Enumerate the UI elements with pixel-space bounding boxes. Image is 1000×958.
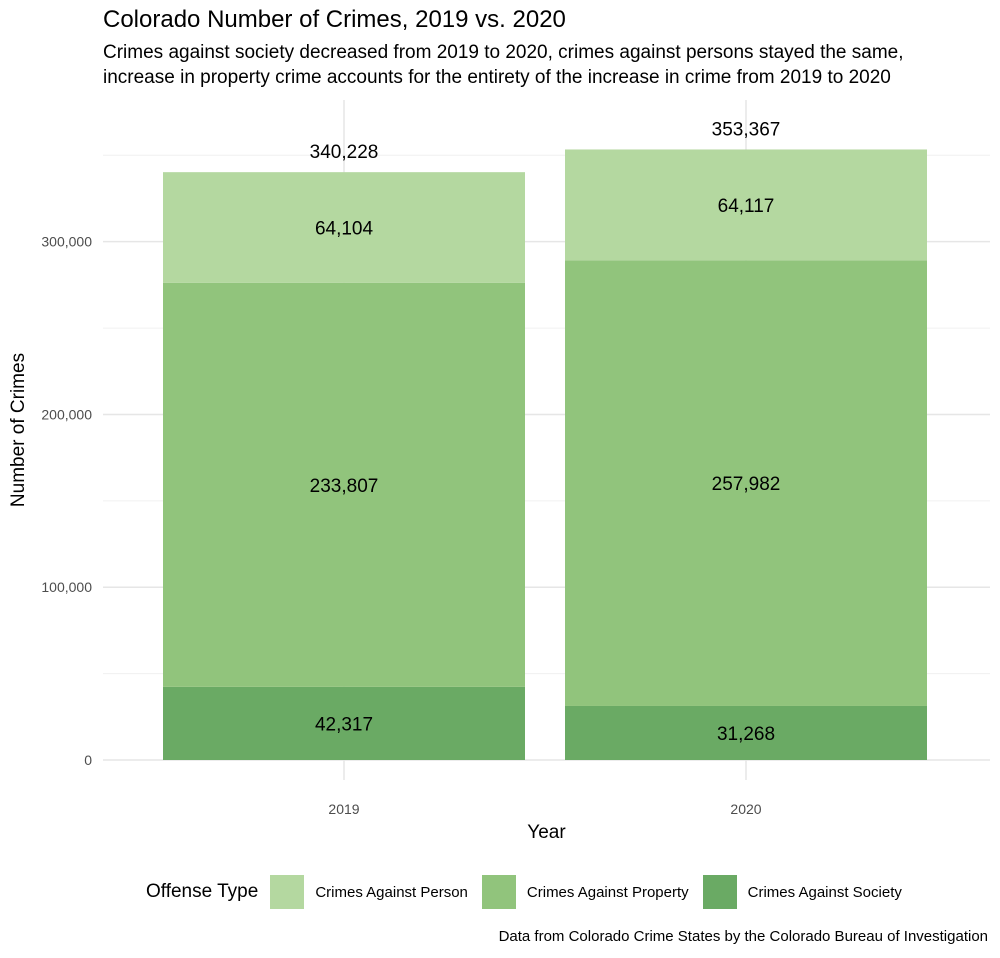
legend-swatch-person — [270, 875, 305, 909]
bar-segment — [163, 172, 525, 283]
segment-value-label: 257,982 — [712, 474, 781, 495]
x-tick-label: 2020 — [730, 801, 761, 817]
y-tick-label: 300,000 — [41, 234, 92, 250]
data-labels: 42,317 233,807 64,104 340,228 31,268 257,982 6… — [310, 119, 781, 745]
bar-segment — [565, 260, 927, 706]
segment-value-label: 42,317 — [315, 714, 373, 735]
total-value-label: 353,367 — [712, 119, 781, 140]
bars — [163, 149, 927, 760]
segment-value-label: 64,117 — [718, 196, 775, 217]
legend-swatch-society — [702, 875, 737, 909]
bar-segment — [565, 705, 927, 760]
chart-subtitle: Crimes against society decreased from 20… — [103, 40, 993, 90]
legend-item-society: Crimes Against Society — [702, 875, 902, 909]
bar-segment — [163, 686, 525, 760]
legend-swatch-property — [481, 875, 516, 909]
legend-label-society: Crimes Against Society — [747, 883, 902, 901]
chart-title: Colorado Number of Crimes, 2019 vs. 2020 — [103, 6, 566, 33]
legend-item-person: Crimes Against Person — [270, 875, 468, 909]
stacked-bar-chart: 42,317 233,807 64,104 340,228 31,268 257,982 6… — [8, 100, 990, 843]
segment-value-label: 233,807 — [310, 476, 379, 497]
y-tick-label: 100,000 — [41, 579, 92, 595]
y-axis-title: Number of Crimes — [8, 353, 29, 507]
axes: 0 100,000 200,000 300,000 2019 2020 Year Number… — [8, 234, 762, 843]
bar-segment — [565, 149, 927, 261]
subtitle-line-2: increase in property crime accounts for … — [103, 67, 891, 88]
segment-value-label: 64,104 — [315, 219, 374, 240]
total-value-label: 340,228 — [310, 142, 379, 163]
x-tick-label: 2019 — [328, 801, 359, 817]
bar-segment — [163, 282, 525, 687]
legend: Offense Type Crimes Against Person Crime… — [146, 874, 916, 910]
y-tick-label: 200,000 — [41, 406, 92, 422]
legend-label-property: Crimes Against Property — [526, 883, 689, 901]
y-tick-label: 0 — [84, 752, 92, 768]
legend-item-property: Crimes Against Property — [481, 875, 689, 909]
chart-caption: Data from Colorado Crime States by the C… — [498, 928, 988, 945]
legend-label-person: Crimes Against Person — [315, 883, 468, 901]
legend-title: Offense Type — [146, 881, 259, 902]
segment-value-label: 31,268 — [717, 724, 775, 745]
subtitle-line-1: Crimes against society decreased from 20… — [103, 42, 904, 63]
x-axis-title: Year — [527, 822, 566, 843]
